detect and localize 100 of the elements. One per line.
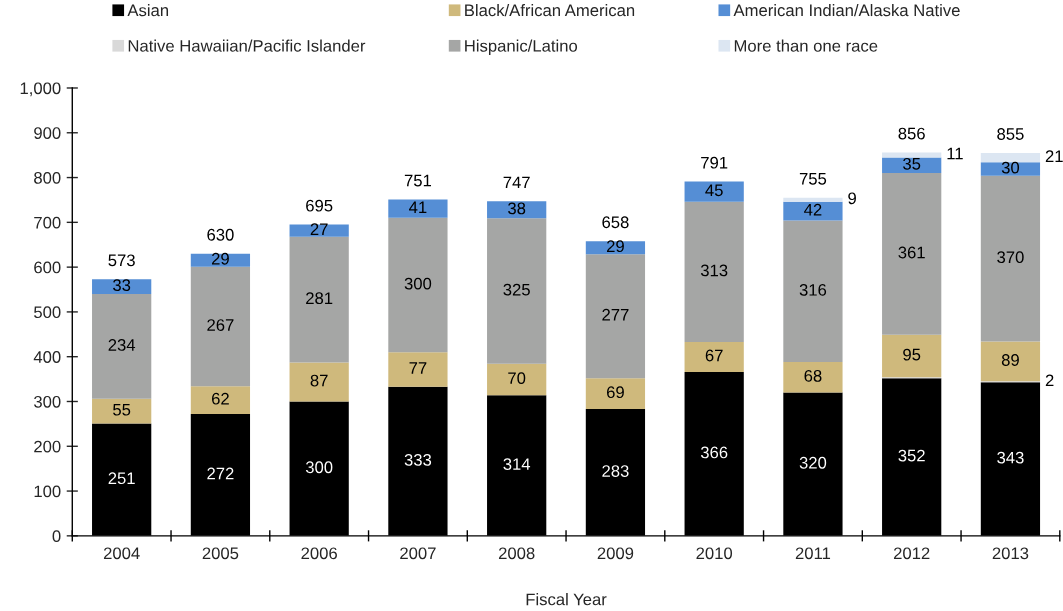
total-label: 856 bbox=[898, 127, 925, 140]
data-label: 320 bbox=[799, 456, 827, 469]
data-label: 45 bbox=[705, 184, 723, 197]
bar bbox=[783, 197, 843, 202]
data-label: 316 bbox=[799, 283, 827, 296]
data-label: 370 bbox=[997, 251, 1024, 264]
bar bbox=[980, 175, 1041, 342]
x-tick-label: 2007 bbox=[400, 547, 436, 560]
data-label: 29 bbox=[606, 240, 624, 253]
total-label: 630 bbox=[207, 228, 234, 241]
data-label: 21 bbox=[1045, 150, 1063, 162]
data-label: 281 bbox=[306, 292, 333, 305]
bar bbox=[684, 341, 744, 372]
data-label: 55 bbox=[113, 403, 131, 416]
data-label: 300 bbox=[404, 277, 432, 290]
bar bbox=[487, 201, 547, 219]
data-label: 366 bbox=[700, 446, 728, 459]
bar bbox=[289, 224, 349, 237]
bar bbox=[190, 386, 251, 415]
total-label: 695 bbox=[306, 199, 333, 212]
bar bbox=[487, 363, 547, 396]
data-label: 42 bbox=[804, 203, 822, 216]
x-tick-label: 2013 bbox=[992, 547, 1029, 560]
y-tick-label: 900 bbox=[34, 127, 61, 139]
total-label: 658 bbox=[602, 216, 629, 229]
x-tick-label: 2009 bbox=[597, 547, 634, 560]
x-tick-label: 2011 bbox=[795, 547, 831, 560]
data-label: 27 bbox=[310, 223, 328, 235]
bar bbox=[92, 294, 152, 399]
y-tick-label: 600 bbox=[34, 261, 61, 274]
total-label: 855 bbox=[997, 128, 1024, 140]
y-tick-label: 700 bbox=[34, 216, 61, 229]
data-label: 35 bbox=[903, 157, 921, 170]
data-label: 333 bbox=[404, 453, 432, 466]
x-tick-label: 2006 bbox=[301, 547, 337, 560]
bar bbox=[882, 334, 942, 378]
total-label: 755 bbox=[799, 173, 827, 185]
data-label: 41 bbox=[409, 201, 427, 213]
data-label: 38 bbox=[508, 202, 526, 215]
y-tick-label: 1,000 bbox=[20, 82, 61, 97]
bar bbox=[190, 266, 251, 387]
data-label: 69 bbox=[607, 386, 624, 399]
data-label: 11 bbox=[947, 147, 963, 160]
bar bbox=[487, 218, 547, 364]
data-label: 277 bbox=[602, 308, 629, 321]
x-tick-label: 2004 bbox=[103, 547, 140, 560]
x-tick-label: 2010 bbox=[696, 547, 733, 560]
data-label: 234 bbox=[108, 339, 136, 351]
data-label: 62 bbox=[211, 392, 229, 405]
bar bbox=[190, 253, 251, 267]
data-label: 283 bbox=[602, 465, 629, 477]
bar bbox=[684, 181, 744, 202]
bar bbox=[980, 152, 1041, 163]
bar bbox=[585, 378, 646, 410]
data-label: 95 bbox=[903, 348, 921, 361]
bar bbox=[388, 217, 448, 353]
total-label: 573 bbox=[108, 254, 135, 267]
legend-label: Hispanic/Latino bbox=[465, 39, 578, 56]
legend-label: Native Hawaiian/Pacific Islander bbox=[128, 39, 366, 52]
y-tick-label: 500 bbox=[34, 306, 61, 319]
bar bbox=[289, 236, 349, 363]
bar bbox=[585, 254, 646, 379]
y-tick-label: 200 bbox=[34, 440, 61, 453]
data-label: 30 bbox=[1001, 161, 1020, 174]
y-tick-label: 0 bbox=[52, 530, 61, 543]
data-label: 343 bbox=[997, 451, 1024, 464]
legend-label: American Indian/Alaska Native bbox=[733, 4, 960, 17]
bar bbox=[388, 199, 448, 218]
total-label: 747 bbox=[503, 176, 530, 189]
data-label: 251 bbox=[108, 472, 135, 485]
x-axis-title: Fiscal Year bbox=[526, 593, 607, 606]
x-tick-label: 2008 bbox=[498, 547, 535, 560]
data-label: 33 bbox=[113, 279, 131, 292]
y-tick-label: 400 bbox=[33, 351, 61, 363]
total-label: 751 bbox=[404, 174, 432, 187]
y-tick-label: 100 bbox=[34, 485, 61, 498]
data-label: 67 bbox=[705, 349, 723, 362]
data-label: 68 bbox=[804, 369, 822, 382]
bar bbox=[289, 362, 349, 402]
bar bbox=[92, 279, 152, 294]
legend-label: Asian bbox=[127, 4, 169, 17]
bar bbox=[783, 220, 843, 363]
data-label: 70 bbox=[508, 372, 526, 385]
data-label: 89 bbox=[1001, 354, 1019, 366]
data-label: 272 bbox=[207, 467, 234, 480]
bar bbox=[684, 201, 744, 342]
data-label: 314 bbox=[503, 458, 531, 471]
bar bbox=[783, 362, 843, 393]
x-tick-label: 2005 bbox=[202, 547, 239, 560]
bar bbox=[585, 241, 646, 255]
bar bbox=[783, 201, 843, 221]
data-label: 77 bbox=[409, 362, 427, 374]
data-label: 29 bbox=[211, 252, 229, 265]
data-label: 325 bbox=[503, 283, 530, 296]
bar bbox=[980, 162, 1041, 176]
bar bbox=[882, 173, 942, 335]
bar bbox=[882, 157, 942, 174]
legend-label: Black/African American bbox=[465, 4, 635, 17]
bar bbox=[882, 152, 942, 158]
data-label: 87 bbox=[310, 374, 328, 387]
